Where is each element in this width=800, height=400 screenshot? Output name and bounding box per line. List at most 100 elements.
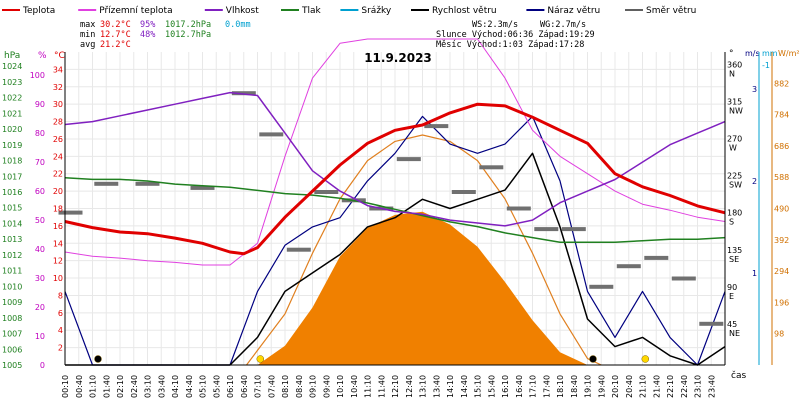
moon-rise-marker [94, 355, 102, 363]
dir-tick-name: SW [729, 181, 742, 190]
temp-tick-label: 16 [53, 222, 63, 231]
wm-tick-label: 196 [774, 298, 789, 307]
time-tick-label: 00:10 [61, 375, 70, 398]
temperature-line [64, 102, 726, 256]
temp-tick-label: 12 [53, 257, 63, 266]
wm-tick-label: 588 [774, 173, 789, 182]
wm-tick-label: 392 [774, 236, 789, 245]
temp-tick-label: 24 [53, 152, 63, 161]
temp-tick-label: 2 [58, 344, 63, 353]
temp-tick-label: 10 [53, 274, 63, 283]
dir-tick-name: E [729, 292, 734, 301]
pct-tick-label: 40 [35, 245, 45, 254]
wind-direction-marker [671, 276, 696, 281]
time-tick-label: 10:10 [336, 375, 345, 398]
hpa-tick-label: 1005 [2, 361, 22, 370]
time-tick-label: 23:40 [707, 375, 716, 398]
temp-tick-label: 22 [53, 170, 63, 179]
time-tick-label: 02:40 [130, 375, 139, 398]
time-tick-label: 19:10 [584, 375, 593, 398]
wm-tick-label: 294 [774, 267, 789, 276]
wind-direction-marker [94, 181, 119, 186]
pressure-line [64, 177, 726, 244]
pct-axis-label: % [38, 51, 47, 61]
hpa-tick-label: 1021 [2, 109, 22, 118]
time-tick-label: 06:10 [226, 375, 235, 398]
time-tick-label: 09:40 [322, 375, 331, 398]
hpa-tick-label: 1007 [2, 330, 22, 339]
temp-tick-label: 8 [58, 291, 63, 300]
time-tick-label: 19:40 [597, 375, 606, 398]
sunset-marker [641, 355, 650, 363]
wind-direction-marker [506, 206, 531, 211]
pct-tick-label: 70 [35, 158, 45, 167]
hpa-tick-label: 1009 [2, 298, 22, 307]
wind-direction-marker [396, 157, 421, 162]
stat-label: min [80, 30, 95, 40]
sunrise-marker [256, 355, 265, 363]
mm-tick-label: -1 [762, 61, 770, 70]
time-tick-label: 15:10 [474, 375, 483, 398]
x-axis-label: čas [731, 370, 746, 381]
stat-press: 1017.2hPa [165, 20, 211, 30]
wind-direction-marker [259, 132, 284, 137]
hpa-tick-label: 1010 [2, 282, 22, 291]
stat-temp: 30.2°C [100, 20, 131, 30]
hpa-axis-label: hPa [4, 51, 20, 61]
ms-tick-label: 3 [752, 85, 757, 94]
time-tick-label: 18:40 [570, 375, 579, 398]
wind-direction-marker [644, 255, 669, 260]
hpa-tick-label: 1008 [2, 314, 22, 323]
ms-tick-label: 2 [752, 177, 757, 186]
pct-tick-label: 50 [35, 216, 45, 225]
info-ws: WS:2.3m/s [472, 20, 518, 30]
mm-axis-label: mm [762, 49, 778, 58]
dir-tick-name: NE [729, 329, 740, 338]
temp-tick-label: 32 [53, 83, 63, 92]
ms-tick-label: 1 [752, 269, 757, 278]
time-tick-label: 12:10 [391, 375, 400, 398]
temp-axis-label: °C [54, 51, 65, 61]
stat-press: 1012.7hPa [165, 30, 211, 40]
plot-area [58, 38, 726, 366]
wm-tick-label: 882 [774, 79, 789, 88]
time-tick-label: 03:10 [144, 375, 153, 398]
time-tick-label: 04:40 [185, 375, 194, 398]
hpa-tick-label: 1022 [2, 94, 22, 103]
moon-set-marker [589, 355, 597, 363]
pct-tick-label: 20 [35, 303, 45, 312]
time-tick-label: 14:40 [460, 375, 469, 398]
hpa-tick-label: 1023 [2, 78, 22, 87]
time-tick-label: 20:10 [611, 375, 620, 398]
time-tick-label: 05:10 [199, 375, 208, 398]
time-tick-label: 01:40 [102, 375, 111, 398]
time-tick-label: 17:40 [542, 375, 551, 398]
dir-tick-name: NW [729, 107, 743, 116]
dir-tick-name: SE [729, 255, 739, 264]
pct-tick-label: 10 [35, 332, 45, 341]
time-tick-label: 13:10 [419, 375, 428, 398]
time-tick-label: 23:10 [694, 375, 703, 398]
wind-direction-marker [135, 181, 160, 186]
deg-axis-label: ° [729, 49, 734, 59]
time-tick-label: 03:40 [157, 375, 166, 398]
wm-tick-label: 490 [774, 205, 789, 214]
hpa-tick-label: 1024 [2, 62, 22, 71]
axes: hPa% °C1005100610071008100910101011101210… [2, 49, 800, 398]
stat-label: max [80, 20, 95, 30]
time-tick-label: 17:10 [529, 375, 538, 398]
stat-temp: 21.2°C [100, 40, 131, 50]
legend-label: Náraz větru [547, 6, 600, 16]
wm-tick-label: 686 [774, 142, 789, 151]
hpa-tick-label: 1016 [2, 188, 22, 197]
time-tick-label: 10:40 [350, 375, 359, 398]
hpa-tick-label: 1015 [2, 204, 22, 213]
humidity-line [64, 91, 726, 227]
legend-label: Tlak [301, 6, 322, 16]
time-tick-label: 01:10 [89, 375, 98, 398]
time-tick-label: 16:40 [515, 375, 524, 398]
time-tick-label: 11:10 [364, 375, 373, 398]
wm-tick-label: 98 [774, 330, 784, 339]
wind-direction-marker [231, 91, 256, 96]
